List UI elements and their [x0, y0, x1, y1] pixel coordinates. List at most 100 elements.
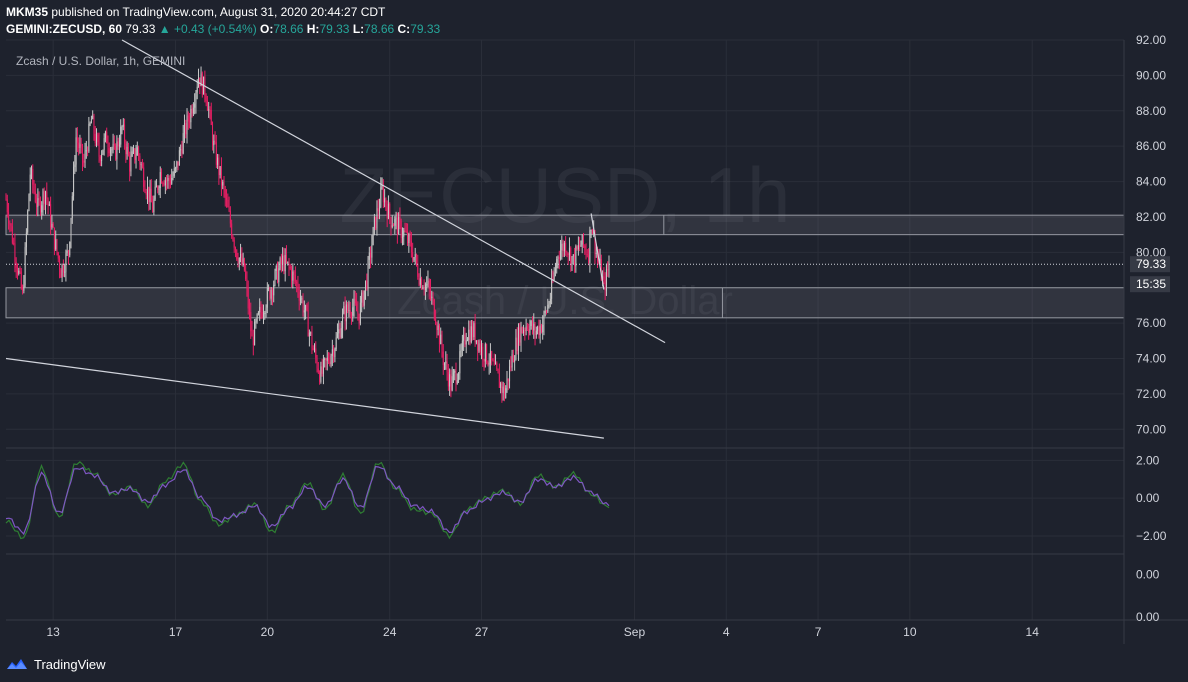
candle-body — [594, 230, 596, 255]
candle-body — [557, 256, 559, 260]
candle-body — [181, 149, 183, 154]
candle-body — [382, 185, 384, 203]
candle-body — [412, 252, 414, 261]
candle-body — [124, 124, 126, 144]
candle-body — [135, 155, 137, 160]
candle-body — [331, 349, 333, 356]
candle-body — [27, 210, 29, 233]
price-axis[interactable]: 92.0090.0088.0086.0084.0082.0080.0078.00… — [1130, 33, 1170, 624]
symbol-interval[interactable]: GEMINI:ZECUSD, 60 — [6, 22, 123, 36]
candle-body — [303, 310, 305, 313]
candle-body — [176, 161, 178, 168]
candle-body — [366, 280, 368, 289]
candle-body — [404, 230, 406, 232]
candle-body — [486, 344, 488, 363]
candle-body — [50, 204, 52, 228]
candle-body — [394, 219, 396, 226]
candle-body — [458, 373, 460, 381]
candle-body — [539, 325, 541, 335]
candle-body — [143, 167, 145, 187]
candle-body — [150, 188, 152, 203]
candle-body — [173, 168, 175, 176]
candle-body — [141, 164, 143, 168]
candle-body — [350, 314, 352, 316]
candle-body — [155, 186, 157, 188]
candle-body — [342, 313, 344, 329]
candle-body — [319, 372, 321, 382]
candle-body — [565, 242, 567, 253]
candle-body — [226, 197, 228, 200]
candle-body — [217, 157, 219, 165]
candle-body — [14, 243, 16, 262]
candle-body — [529, 326, 531, 333]
candle-body — [94, 133, 96, 143]
candle-body — [99, 156, 101, 161]
candle-body — [33, 184, 35, 192]
author-name[interactable]: MKM35 — [6, 5, 49, 19]
candle-body — [459, 351, 461, 374]
candle-body — [506, 378, 508, 389]
candle-body — [93, 115, 95, 134]
candle-body — [47, 198, 49, 206]
oscillator-line-2 — [5, 465, 610, 536]
candle-body — [218, 157, 220, 176]
candle-body — [87, 150, 89, 152]
candle-body — [248, 308, 250, 312]
candle-body — [325, 358, 327, 361]
candle-body — [190, 108, 192, 123]
candle-body — [152, 202, 154, 213]
candle-body — [78, 142, 80, 148]
candle-body — [279, 258, 281, 269]
osc-tick-label: 2.00 — [1136, 453, 1160, 467]
candle-body — [213, 140, 215, 146]
candle-body — [460, 350, 462, 352]
candle-body — [466, 340, 468, 342]
candle-body — [186, 115, 188, 135]
candle-body — [311, 332, 313, 349]
candle-body — [588, 254, 590, 263]
candle-body — [11, 226, 13, 243]
footer[interactable]: TradingView — [6, 654, 106, 674]
candle-body — [69, 242, 71, 256]
candle-body — [475, 340, 477, 343]
candle-body — [334, 349, 336, 358]
candle-body — [107, 143, 109, 149]
candle-body — [344, 306, 346, 322]
candle-body — [393, 225, 395, 227]
high-value: 79.33 — [319, 22, 350, 36]
candle-body — [306, 305, 308, 311]
candle-body — [387, 203, 389, 219]
candle-body — [265, 307, 267, 314]
candle-body — [371, 245, 373, 258]
candle-body — [104, 131, 106, 139]
candle-body — [431, 296, 433, 298]
candle-body — [37, 198, 39, 208]
candle-body — [127, 146, 129, 156]
candle-body — [315, 348, 317, 358]
candle-body — [370, 252, 372, 258]
candle-body — [192, 107, 194, 114]
candle-body — [570, 247, 572, 266]
trendlines — [5, 39, 1124, 439]
candle-body — [567, 253, 569, 256]
candle-body — [259, 306, 261, 313]
candle-body — [547, 304, 549, 312]
candle-body — [125, 143, 127, 155]
candle-body — [228, 207, 230, 211]
candle-body — [591, 229, 593, 234]
candle-body — [254, 321, 256, 345]
publish-line: MKM35 published on TradingView.com, Augu… — [6, 5, 385, 19]
candle-body — [121, 126, 123, 128]
time-axis[interactable]: 13 17 20 24 27 Sep 4 7 10 14 — [46, 625, 1039, 639]
candle-body — [367, 259, 369, 289]
candle-body — [484, 344, 486, 362]
candle-body — [380, 187, 382, 208]
candle-body — [590, 229, 592, 231]
candle-body — [242, 258, 244, 265]
candle-body — [314, 348, 316, 350]
candle-body — [595, 252, 597, 255]
candle-body — [519, 327, 521, 343]
candle-body — [85, 150, 87, 152]
time-tick-label: 14 — [1026, 625, 1040, 639]
